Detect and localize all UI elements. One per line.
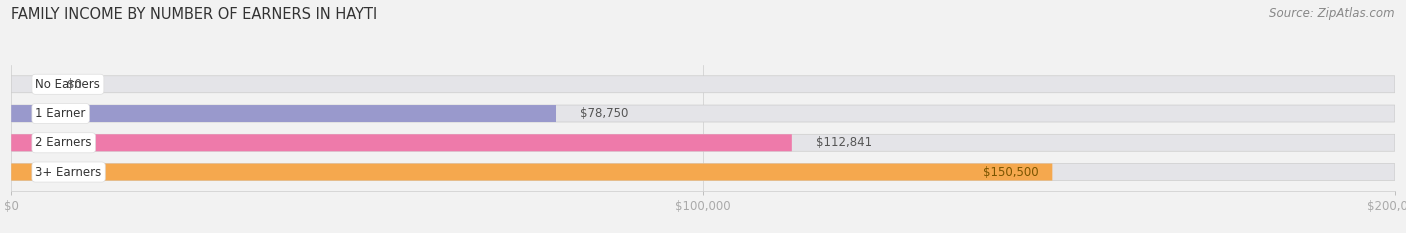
Text: Source: ZipAtlas.com: Source: ZipAtlas.com — [1270, 7, 1395, 20]
Text: 2 Earners: 2 Earners — [35, 136, 91, 149]
FancyBboxPatch shape — [11, 134, 1395, 151]
FancyBboxPatch shape — [11, 105, 555, 122]
Text: $150,500: $150,500 — [983, 165, 1039, 178]
Text: FAMILY INCOME BY NUMBER OF EARNERS IN HAYTI: FAMILY INCOME BY NUMBER OF EARNERS IN HA… — [11, 7, 377, 22]
Text: 3+ Earners: 3+ Earners — [35, 165, 101, 178]
Text: $112,841: $112,841 — [815, 136, 872, 149]
FancyBboxPatch shape — [11, 164, 1395, 181]
Text: 1 Earner: 1 Earner — [35, 107, 86, 120]
FancyBboxPatch shape — [11, 134, 792, 151]
Text: No Earners: No Earners — [35, 78, 100, 91]
FancyBboxPatch shape — [11, 76, 1395, 93]
Text: $0: $0 — [66, 78, 82, 91]
FancyBboxPatch shape — [11, 105, 1395, 122]
FancyBboxPatch shape — [11, 164, 1052, 181]
Text: $78,750: $78,750 — [581, 107, 628, 120]
